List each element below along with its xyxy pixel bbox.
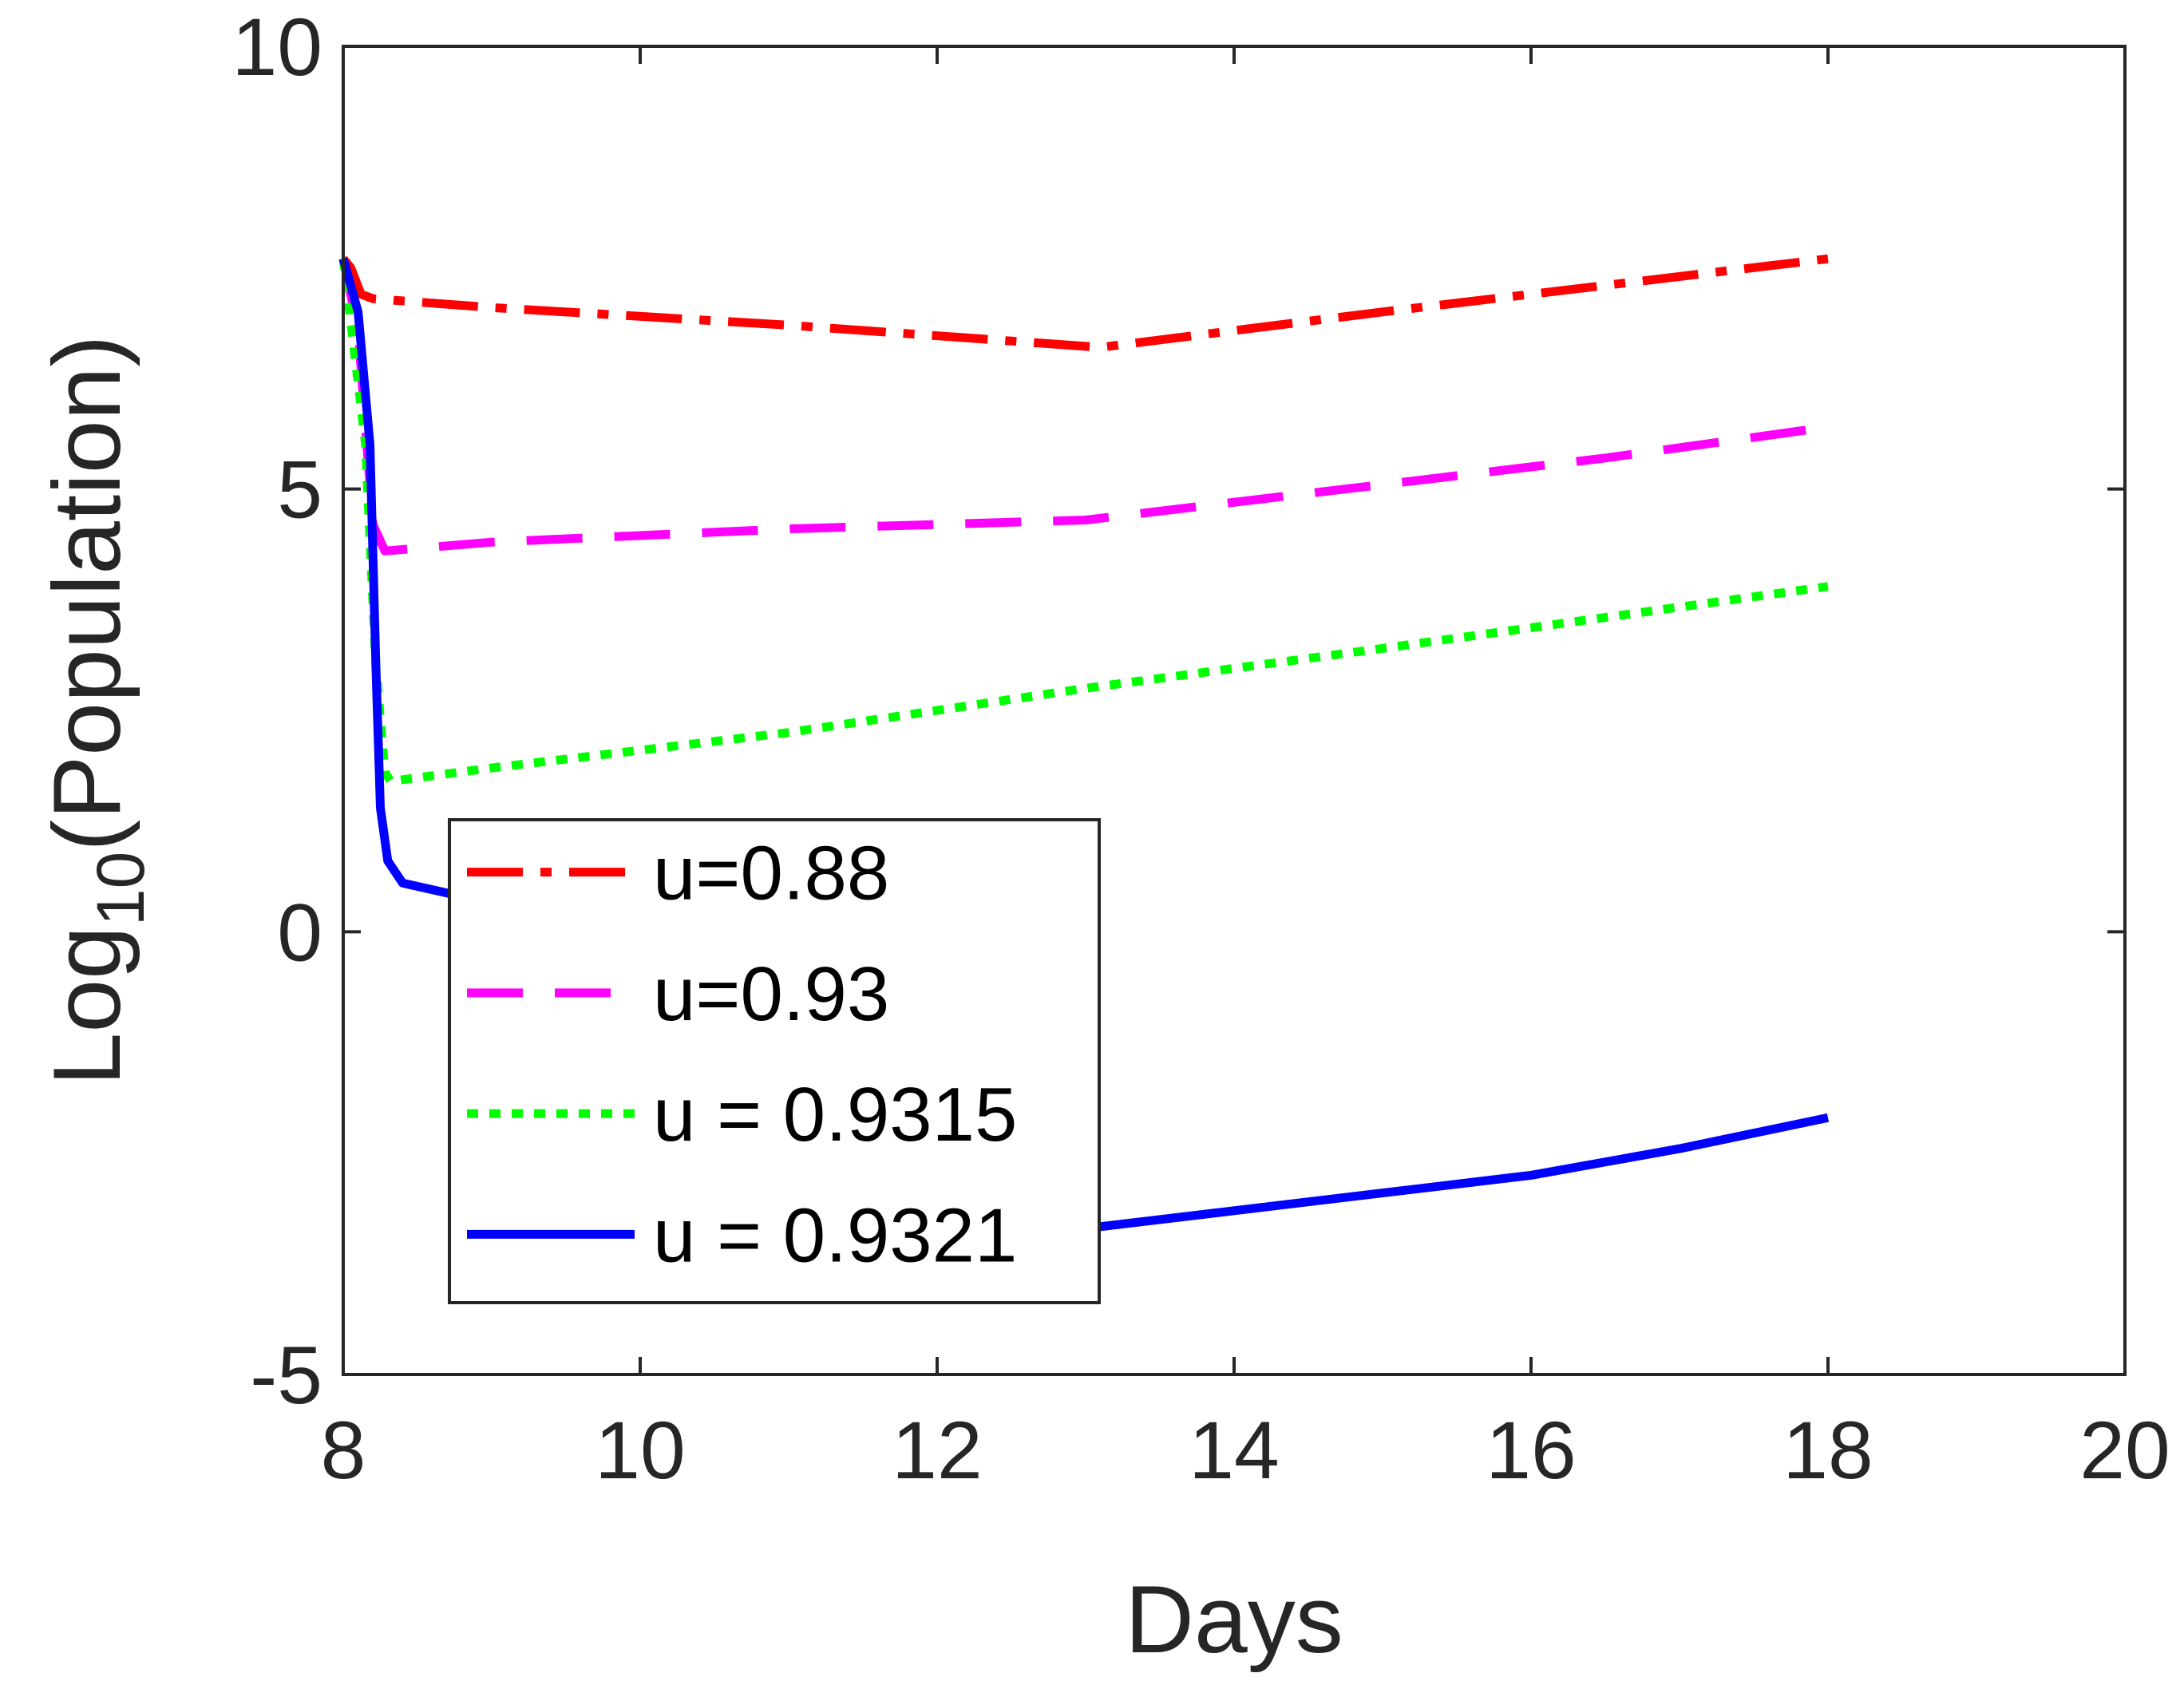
x-tick-label: 12 <box>892 1405 982 1496</box>
x-tick-label: 20 <box>2079 1405 2170 1496</box>
y-axis-title-base: Log <box>34 926 140 1086</box>
legend: u=0.88 u=0.93 u = 0.9315 u = 0.9321 <box>448 818 1101 1304</box>
x-tick-label: 8 <box>321 1405 366 1496</box>
y-tick-label: 10 <box>232 2 322 93</box>
legend-label: u = 0.9315 <box>653 1072 1017 1157</box>
y-tick-label: -5 <box>250 1330 322 1421</box>
legend-label: u = 0.9321 <box>653 1193 1017 1278</box>
y-axis-title: Log10(Population) <box>34 335 158 1086</box>
x-tick-label: 14 <box>1189 1405 1279 1496</box>
x-tick-label: 16 <box>1486 1405 1576 1496</box>
legend-label: u=0.93 <box>653 951 889 1037</box>
series-line-2 <box>338 258 1829 556</box>
legend-label: u=0.88 <box>653 831 889 916</box>
y-tick-label: 0 <box>277 887 322 978</box>
series-line-1 <box>339 254 1829 352</box>
x-axis-title: Days <box>1125 1566 1343 1673</box>
y-tick-label: 5 <box>277 445 322 536</box>
legend-box <box>448 818 1101 1304</box>
y-axis-title-rest: (Population) <box>34 335 140 852</box>
axes-layer: 8 10 12 14 16 18 20 -5 0 5 10 <box>232 2 2170 1496</box>
x-tick-label: 18 <box>1782 1405 1873 1496</box>
y-axis-title-subscript: 10 <box>83 852 158 926</box>
x-tick-label: 10 <box>595 1405 685 1496</box>
